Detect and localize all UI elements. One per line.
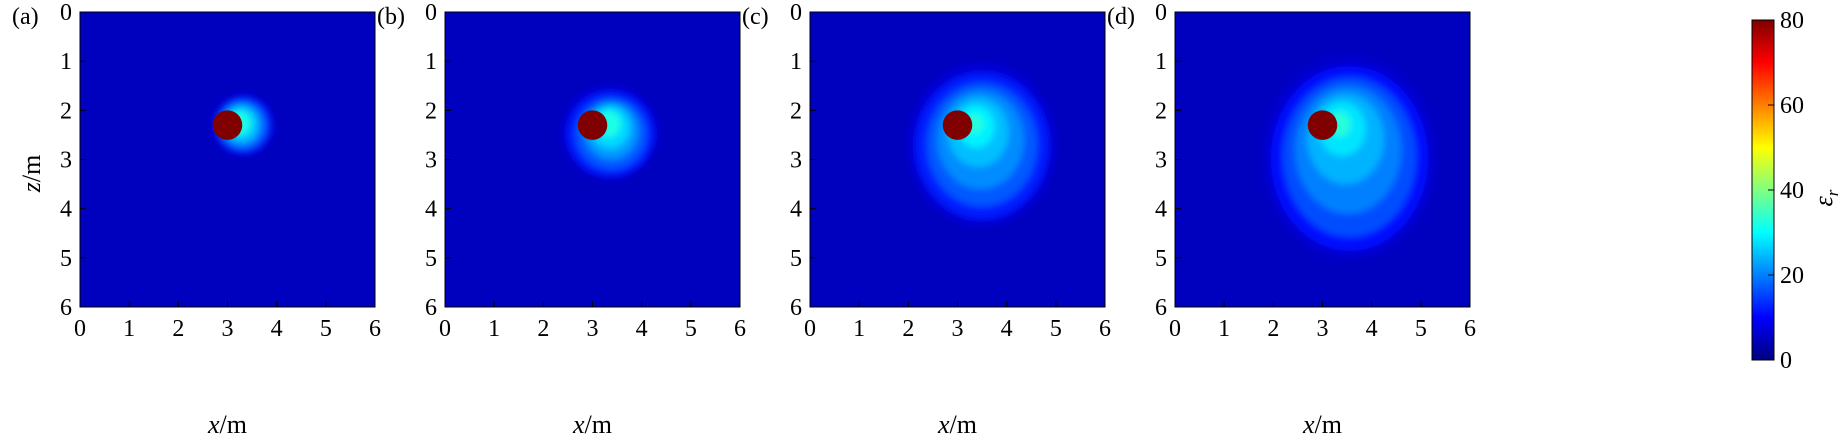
y-tick-label: 1 [60,49,72,75]
y-tick-label: 4 [60,197,72,223]
heatmap-background [80,12,375,307]
colorbar-label: εr [1809,189,1842,206]
panel-letter: (b) [377,4,405,30]
y-tick-label: 0 [790,0,802,26]
x-tick-label: 4 [1001,316,1013,342]
x-tick-label: 1 [853,316,865,342]
y-tick-label: 6 [790,295,802,321]
x-tick-label: 5 [1050,316,1062,342]
x-tick-label: 4 [1366,316,1378,342]
x-tick-label: 3 [222,316,234,342]
object-disc [577,110,608,140]
plume [1261,53,1439,261]
x-tick-label: 6 [369,316,381,342]
x-tick-label: 1 [488,316,500,342]
y-tick-label: 4 [425,197,437,223]
x-tick-label: 1 [123,316,135,342]
x-tick-label: 4 [271,316,283,342]
x-tick-label: 0 [74,316,86,342]
x-tick-label: 2 [172,316,184,342]
y-tick-label: 4 [790,197,802,223]
colorbar-tick-label: 60 [1780,93,1804,119]
x-tick-label: 6 [1464,316,1476,342]
x-tick-label: 0 [439,316,451,342]
y-tick-label: 3 [790,148,802,174]
plume [561,85,658,180]
x-tick-label: 3 [952,316,964,342]
x-tick-label: 5 [685,316,697,342]
x-tick-label: 2 [537,316,549,342]
y-tick-label: 4 [1155,197,1167,223]
object-disc [942,110,973,140]
y-tick-label: 5 [425,246,437,272]
object-disc [212,110,243,140]
y-tick-label: 1 [790,49,802,75]
y-tick-label: 2 [425,98,437,124]
y-tick-label: 6 [1155,295,1167,321]
y-tick-label: 2 [1155,98,1167,124]
y-tick-label: 2 [60,98,72,124]
y-tick-label: 3 [60,148,72,174]
panel-letter: (a) [12,4,39,30]
y-tick-label: 5 [790,246,802,272]
y-tick-label: 6 [425,295,437,321]
panel-letter: (c) [742,4,769,30]
x-tick-label: 2 [902,316,914,342]
y-tick-label: 5 [60,246,72,272]
colorbar-tick-label: 20 [1780,263,1804,289]
y-tick-label: 0 [425,0,437,26]
y-tick-label: 0 [60,0,72,26]
y-tick-label: 3 [425,148,437,174]
x-tick-label: 0 [804,316,816,342]
x-axis-label: x/m [937,410,977,439]
y-tick-label: 1 [425,49,437,75]
x-tick-label: 3 [587,316,599,342]
x-tick-label: 5 [320,316,332,342]
colorbar: 0 20 40 60 80 εr [1751,8,1842,374]
y-tick-label: 5 [1155,246,1167,272]
x-tick-label: 2 [1267,316,1279,342]
y-tick-label: 2 [790,98,802,124]
y-tick-label: 3 [1155,148,1167,174]
colorbar-tick-label: 80 [1780,8,1804,34]
y-axis-label: z/m [17,155,46,194]
y-tick-label: 0 [1155,0,1167,26]
colorbar-tick-label: 0 [1780,348,1792,374]
x-tick-label: 6 [1099,316,1111,342]
panel-letter: (d) [1107,4,1135,30]
colorbar-tick-label: 40 [1780,178,1804,204]
y-tick-label: 1 [1155,49,1167,75]
x-tick-label: 4 [636,316,648,342]
x-tick-label: 5 [1415,316,1427,342]
y-tick-label: 6 [60,295,72,321]
plume [908,63,1056,226]
x-tick-label: 3 [1317,316,1329,342]
x-axis-label: x/m [207,410,247,439]
x-axis-label: x/m [1302,410,1342,439]
x-axis-label: x/m [572,410,612,439]
object-disc [1307,110,1338,140]
x-tick-label: 0 [1169,316,1181,342]
x-tick-label: 1 [1218,316,1230,342]
x-tick-label: 6 [734,316,746,342]
